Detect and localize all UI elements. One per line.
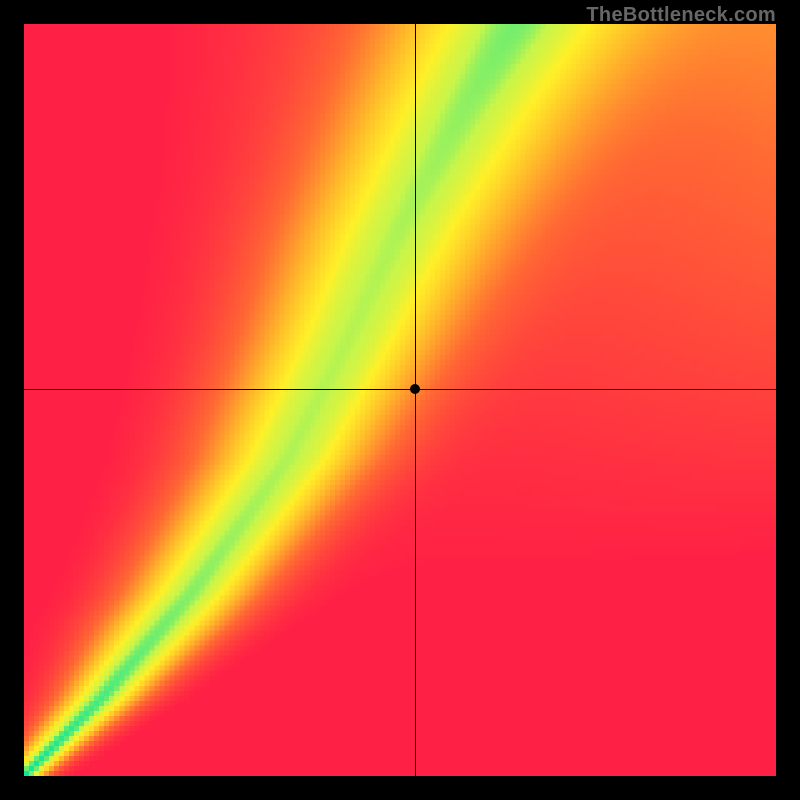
watermark-text: TheBottleneck.com: [586, 4, 776, 27]
heatmap-canvas: [24, 24, 776, 776]
plot-area: [24, 24, 776, 776]
